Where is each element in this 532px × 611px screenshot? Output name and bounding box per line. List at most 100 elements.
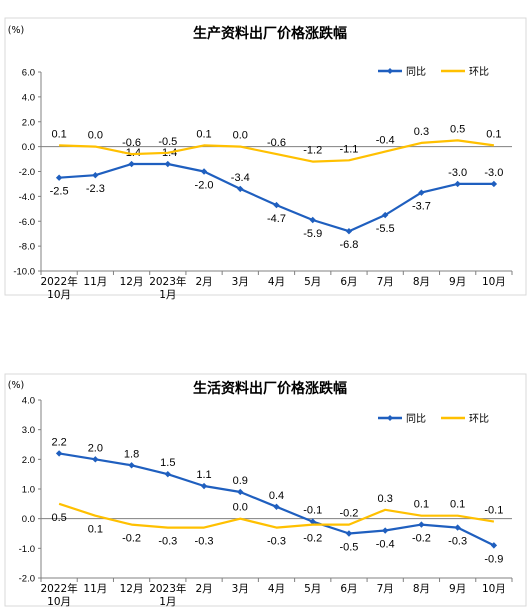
data-label: 0.0: [88, 130, 103, 142]
data-label: -4.7: [267, 213, 286, 225]
series-line-mom: [59, 139, 495, 163]
data-label: 1.8: [124, 448, 139, 460]
data-label: -0.4: [376, 539, 395, 551]
chart-panel-2: 生活资料出厂价格涨跌幅 (%) 4.0 3.0 2.0 1.0 0.0 -1.0 -2.0 202…: [4, 373, 527, 608]
x-tick-label: 11月: [83, 583, 107, 595]
data-point-marker: [55, 174, 63, 181]
data-label: 0.1: [450, 499, 465, 511]
x-tick-label: 5月: [304, 276, 321, 288]
x-tick-label: 1月: [159, 289, 176, 301]
legend-label: 环比: [469, 413, 489, 425]
data-label: 2.2: [51, 436, 66, 448]
x-tick-label: 11月: [83, 276, 107, 288]
data-label: -1.2: [303, 145, 322, 157]
x-tick-label: 4月: [268, 583, 285, 595]
data-label: 0.1: [51, 128, 66, 140]
data-point-marker: [309, 518, 316, 525]
data-label: 0.5: [51, 512, 66, 524]
data-label: -0.6: [267, 137, 286, 149]
data-point-marker: [273, 201, 280, 209]
y-tick-label: 1.0: [22, 485, 35, 496]
data-point-marker: [92, 456, 99, 463]
data-label: -0.5: [339, 542, 358, 554]
y-tick-label: -10.0: [13, 267, 35, 278]
data-label: -0.2: [303, 533, 322, 545]
data-label: -2.5: [50, 186, 69, 198]
data-label: -6.8: [339, 239, 358, 251]
x-tick-label: 12月: [120, 276, 144, 288]
x-tick-label: 10月: [47, 596, 71, 608]
data-point-marker: [381, 211, 389, 219]
x-tick-label: 9月: [449, 583, 466, 595]
x-tick-label: 10月: [47, 289, 71, 301]
data-point-marker: [273, 503, 280, 510]
data-label: -1.1: [339, 143, 358, 155]
y-tick-label: 4.0: [22, 396, 35, 407]
chart-title: 生活资料出厂价格涨跌幅: [193, 380, 347, 397]
data-point-marker: [418, 189, 425, 196]
y-tick-label: 2.0: [22, 455, 35, 466]
data-point-marker: [128, 160, 135, 168]
data-point-marker: [55, 450, 63, 457]
data-label: -0.3: [158, 536, 177, 548]
data-label: 0.1: [196, 128, 211, 140]
data-point-marker: [164, 160, 172, 168]
y-axis-unit: (%): [8, 25, 24, 36]
data-label: 0.3: [378, 493, 393, 505]
data-label: 0.1: [414, 499, 429, 511]
x-tick-label: 7月: [377, 583, 394, 595]
x-tick-label: 4月: [268, 276, 285, 288]
x-tick-label: 3月: [232, 276, 249, 288]
x-tick-label: 6月: [340, 583, 357, 595]
data-label: 0.0: [233, 130, 248, 142]
data-label: -2.3: [86, 183, 105, 195]
data-label: -3.7: [412, 201, 431, 213]
data-point-marker: [381, 527, 389, 534]
data-label: -0.2: [339, 508, 358, 520]
data-label: 1.5: [160, 457, 175, 469]
x-tick-label: 2月: [195, 583, 212, 595]
y-tick-label: -2.0: [19, 167, 35, 178]
data-label: -2.0: [195, 180, 214, 192]
data-point-marker: [345, 228, 353, 235]
data-label: -0.6: [122, 137, 141, 149]
chart-title: 生产资料出厂价格涨跌幅: [193, 25, 347, 42]
legend-marker: [387, 68, 393, 74]
data-point-marker: [128, 462, 135, 469]
data-label: 0.9: [233, 475, 248, 487]
x-tick-label: 12月: [120, 583, 144, 595]
y-tick-label: 6.0: [22, 68, 35, 79]
data-point-marker: [454, 524, 461, 531]
data-label: 0.1: [88, 524, 103, 536]
x-tick-label: 2022年: [40, 275, 77, 288]
data-point-marker: [454, 180, 461, 188]
data-point-marker: [164, 470, 172, 478]
legend-label: 同比: [406, 66, 426, 78]
x-tick-label: 2月: [195, 276, 212, 288]
y-tick-label: -1.0: [19, 544, 35, 555]
data-label: -3.4: [231, 172, 250, 184]
x-tick-label: 5月: [304, 583, 321, 595]
y-tick-label: 0.0: [22, 514, 35, 525]
data-point-marker: [490, 542, 498, 549]
y-tick-label: 4.0: [22, 92, 35, 103]
x-tick-label: 8月: [413, 276, 430, 288]
y-tick-label: -4.0: [19, 192, 35, 203]
data-label: 0.0: [233, 502, 248, 514]
y-tick-label: 0.0: [22, 142, 35, 153]
x-tick-label: 2022年: [40, 582, 77, 595]
data-point-marker: [200, 168, 208, 175]
data-label: 0.3: [414, 126, 429, 138]
data-label: -0.5: [158, 136, 177, 148]
data-label: -0.3: [448, 536, 467, 548]
data-point-marker: [200, 482, 208, 490]
data-label: 0.5: [450, 123, 465, 135]
x-tick-label: 9月: [449, 276, 466, 288]
data-label: 0.1: [486, 128, 501, 140]
legend-marker: [387, 415, 393, 421]
data-label: -5.5: [376, 223, 395, 235]
data-point-marker: [490, 180, 498, 188]
data-label: -0.9: [484, 553, 503, 565]
chart-panel-1: 生产资料出厂价格涨跌幅 (%) 6.0 4.0 2.0 0.0 -2.0 -4.0 -6.0 -8…: [4, 17, 527, 301]
data-label: -5.9: [303, 228, 322, 240]
